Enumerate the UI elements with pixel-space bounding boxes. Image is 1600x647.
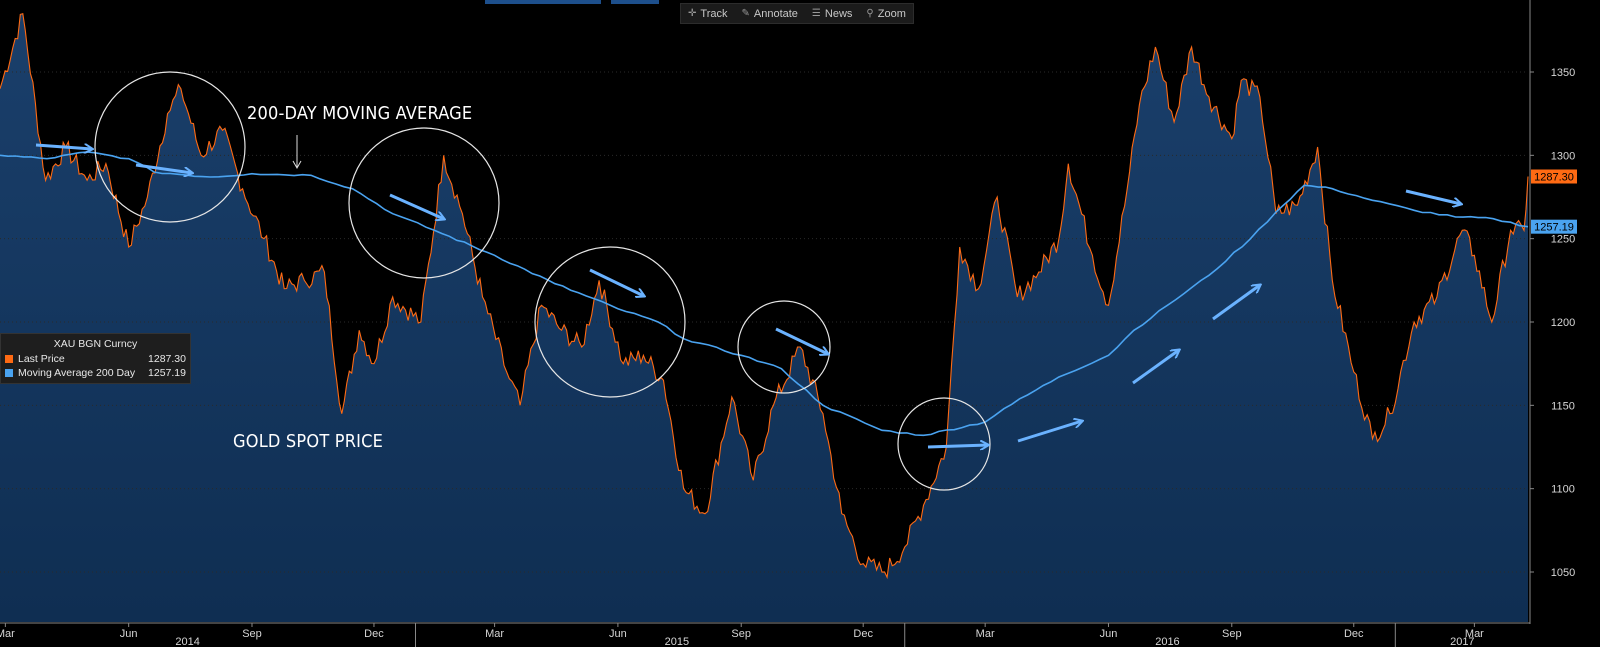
trend-arrow <box>35 145 92 149</box>
x-tick-label: Sep <box>731 628 751 640</box>
y-tick-label: 1150 <box>1551 400 1575 412</box>
annotate-button[interactable]: ✎ Annotate <box>734 8 804 20</box>
x-tick-label: Mar <box>0 628 15 640</box>
year-label: 2016 <box>1155 636 1179 647</box>
x-tick-label: Sep <box>242 628 262 640</box>
highlight-circle <box>534 246 686 398</box>
y-tick-label: 1100 <box>1551 484 1575 496</box>
chart-legend[interactable]: XAU BGN Curncy Last Price 1287.30 Moving… <box>0 333 191 384</box>
y-tick-label: 1050 <box>1551 567 1575 579</box>
x-tick-label: Dec <box>1344 628 1364 640</box>
zoom-button[interactable]: ⚲ Zoom <box>859 8 912 20</box>
y-tick-label: 1300 <box>1551 150 1575 162</box>
last-price-swatch <box>5 355 13 363</box>
zoom-label: Zoom <box>877 7 906 20</box>
series-lines <box>0 13 1529 580</box>
x-tick-label: Mar <box>1465 628 1484 640</box>
y-tick-label: 1250 <box>1551 234 1575 246</box>
last-value-label: 1287.30 <box>1534 172 1574 184</box>
x-tick-label: Mar <box>485 628 504 640</box>
pencil-icon: ✎ <box>741 8 750 19</box>
trend-arrow <box>1132 350 1179 385</box>
chart-toolbar: ✛ Track ✎ Annotate ☰ News ⚲ Zoom <box>680 3 914 24</box>
x-tick-label: Jun <box>609 628 627 640</box>
top-tab-indicator[interactable] <box>485 0 601 4</box>
y-tick-label: 1350 <box>1551 67 1575 79</box>
price-annotation-label: GOLD SPOT PRICE <box>233 431 384 452</box>
trend-arrow <box>389 193 444 219</box>
legend-series-name: Last Price <box>18 353 65 365</box>
legend-title: XAU BGN Curncy <box>53 338 138 350</box>
last-value-box <box>1531 169 1577 184</box>
x-tick-label: Dec <box>364 628 384 640</box>
legend-series-name: Moving Average 200 Day <box>18 367 136 379</box>
highlight-circle <box>94 71 246 223</box>
trend-arrow <box>927 445 988 447</box>
trend-arrow <box>775 327 828 354</box>
highlight-circle <box>348 127 500 279</box>
series-line-moving-average <box>0 151 1529 437</box>
news-button[interactable]: ☰ News <box>805 8 859 20</box>
price-area-fill <box>0 13 1528 622</box>
year-label: 2015 <box>665 636 689 647</box>
ma-annotation-label: 200-DAY MOVING AVERAGE <box>247 103 473 124</box>
x-tick-label: Jun <box>1100 628 1118 640</box>
annotation-overlays <box>35 71 1461 491</box>
legend-series-value: 1257.19 <box>148 367 186 379</box>
grid-lines <box>0 71 1528 573</box>
annotate-label: Annotate <box>753 7 798 20</box>
last-value-label: 1257.19 <box>1534 222 1574 234</box>
x-tick-label: Jun <box>120 628 138 640</box>
track-button[interactable]: ✛ Track <box>681 8 734 20</box>
legend-row-last-price[interactable]: Last Price 1287.30 <box>1 352 190 366</box>
trend-arrow <box>589 268 644 296</box>
x-tick-label: Sep <box>1222 628 1242 640</box>
trend-arrow <box>135 163 192 173</box>
year-label: 2014 <box>175 636 199 647</box>
x-tick-label: Dec <box>853 628 873 640</box>
magnifier-icon: ⚲ <box>866 8 874 19</box>
label-pointer-head <box>292 160 302 170</box>
trend-arrow <box>1405 189 1461 204</box>
y-tick-label: 1200 <box>1551 317 1575 329</box>
x-tick-label: Mar <box>976 628 995 640</box>
series-line-last-price <box>0 13 1529 580</box>
track-label: Track <box>700 7 728 20</box>
trend-arrow <box>1212 285 1260 321</box>
price-area <box>0 13 1528 622</box>
top-tab-indicator[interactable] <box>611 0 659 4</box>
news-icon: ☰ <box>811 8 821 19</box>
trend-arrow <box>1017 421 1082 443</box>
crosshair-icon: ✛ <box>688 8 697 19</box>
legend-series-value: 1287.30 <box>148 353 186 365</box>
year-label: 2017 <box>1450 636 1474 647</box>
news-label: News <box>824 7 853 20</box>
last-value-box <box>1531 219 1577 234</box>
legend-row-moving-average[interactable]: Moving Average 200 Day 1257.19 <box>1 366 190 380</box>
moving-average-swatch <box>5 369 13 377</box>
